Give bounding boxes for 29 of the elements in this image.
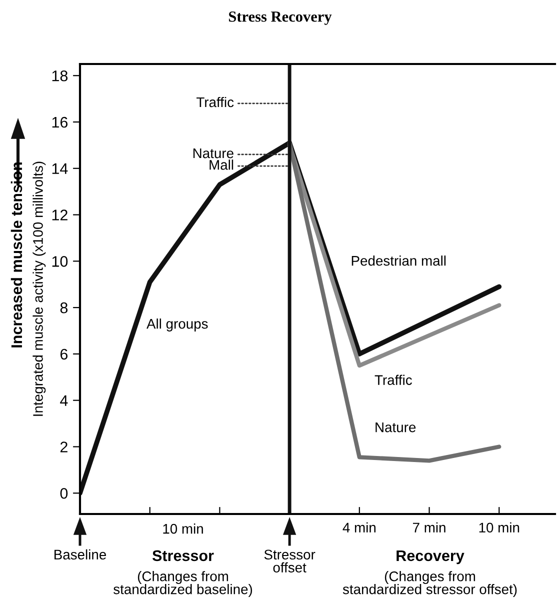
series-label: Nature [376, 422, 416, 432]
x-tick-label: 10 min [479, 522, 520, 533]
y-tick-label: 0 [60, 488, 68, 499]
x-tick-label: Baseline [54, 549, 106, 560]
text: (Changes from standardized stressor offset) [342, 571, 517, 597]
y-axis-title: Integrated muscle activity (x100 millivolts) [32, 162, 46, 416]
y-tick-label: 8 [60, 302, 68, 314]
y-tick-label: 12 [52, 210, 68, 220]
series-label: Traffic [374, 374, 412, 385]
text: Stressor [152, 550, 214, 562]
y-tick-label: 18 [52, 70, 68, 82]
annotation: Nature [193, 148, 234, 158]
y-tick-label: 2 [60, 442, 68, 452]
x-tick-label: 4 min [342, 522, 376, 532]
series-label: Pedestrian mall [352, 256, 446, 266]
text: Recovery [396, 550, 464, 564]
y-tick-label: 16 [52, 116, 68, 128]
x-tick-label: 7 min [412, 522, 446, 532]
text: Increased muscle tension [10, 162, 22, 348]
y-tick-label: 4 [60, 395, 68, 406]
annotation: Mall [210, 160, 234, 170]
x-tick-label: Stressor offset [264, 550, 316, 572]
annotation: Traffic [196, 96, 234, 108]
text: (Changes from standardized baseline) [114, 571, 252, 597]
series-label: All groups [146, 318, 208, 332]
y-tick-label: 14 [52, 163, 68, 174]
y-tick-label: 6 [60, 348, 68, 360]
chart-title: Stress Recovery [228, 12, 332, 25]
y-tick-label: 10 [52, 256, 68, 267]
